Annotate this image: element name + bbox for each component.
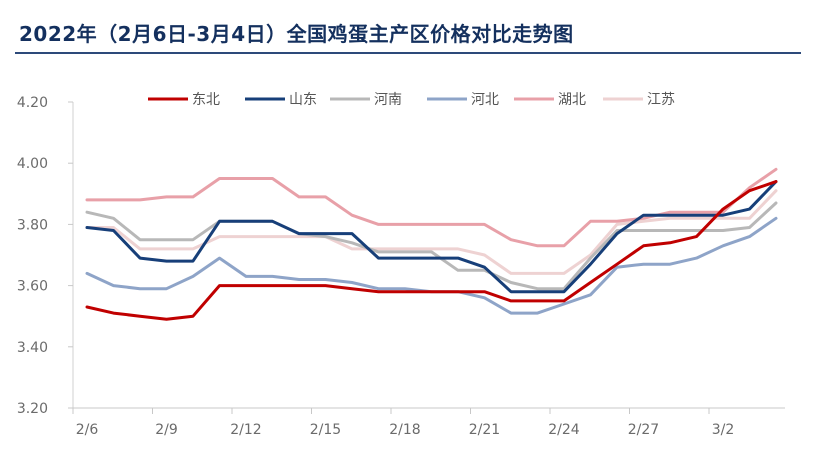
chart-title: 2022年（2月6日-3月4日）全国鸡蛋主产区价格对比走势图 xyxy=(19,22,574,46)
x-tick-label: 2/6 xyxy=(76,422,99,438)
series-line-2 xyxy=(85,201,778,291)
legend-label: 东北 xyxy=(192,92,220,108)
legend-label: 湖北 xyxy=(558,92,586,108)
title-divider xyxy=(15,52,801,54)
y-tick-label: 3.20 xyxy=(17,401,48,417)
x-tick-label: 2/27 xyxy=(628,422,659,438)
x-tick-label: 3/2 xyxy=(712,422,735,438)
title-bar: 2022年（2月6日-3月4日）全国鸡蛋主产区价格对比走势图 xyxy=(0,0,815,60)
series-line-0 xyxy=(85,180,778,321)
x-tick-label: 2/24 xyxy=(548,422,580,438)
legend-label: 江苏 xyxy=(647,92,675,108)
x-tick-label: 2/15 xyxy=(310,422,341,438)
y-tick-label: 3.80 xyxy=(17,217,48,233)
legend-label: 河南 xyxy=(374,92,402,108)
x-tick-label: 2/12 xyxy=(230,422,261,438)
x-axis: 2/6 2/9 2/12 2/15 2/18 2/21 2/24 2/27 3/2 xyxy=(72,407,785,438)
x-tick-label: 2/9 xyxy=(155,422,178,438)
series-lines xyxy=(85,167,778,321)
y-tick-label: 4.00 xyxy=(17,156,48,172)
x-tick-label: 2/21 xyxy=(469,422,500,438)
legend-label: 河北 xyxy=(471,92,499,108)
legend: 东北 山东 河南 河北 湖北 江苏 xyxy=(148,92,675,108)
y-axis: 3.20 3.40 3.60 3.80 4.00 4.20 xyxy=(17,95,74,417)
series-line-3 xyxy=(85,216,778,315)
y-tick-label: 4.20 xyxy=(17,95,48,111)
x-tick-label: 2/18 xyxy=(389,422,420,438)
series-line-1 xyxy=(85,180,778,294)
series-line-5 xyxy=(85,189,778,275)
y-tick-label: 3.40 xyxy=(17,340,48,356)
y-tick-label: 3.60 xyxy=(17,279,48,295)
series-line-4 xyxy=(85,167,778,248)
legend-label: 山东 xyxy=(289,92,317,108)
